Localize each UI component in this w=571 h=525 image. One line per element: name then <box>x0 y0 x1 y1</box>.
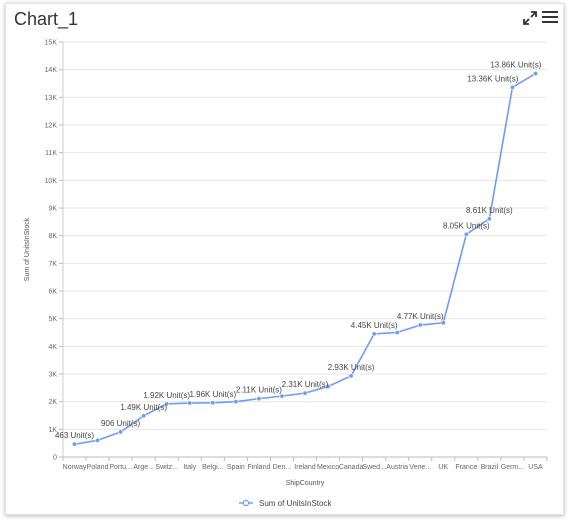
hamburger-menu-icon[interactable] <box>542 9 558 25</box>
data-label: 2.11K Unit(s) <box>236 386 282 395</box>
data-label: 906 Unit(s) <box>101 419 140 428</box>
y-tick-label: 3K <box>48 372 57 379</box>
y-tick-label: 11K <box>45 150 57 157</box>
data-label: 13.36K Unit(s) <box>467 74 518 83</box>
menu-bar-3 <box>542 21 558 23</box>
x-tick-label: Canada <box>339 464 364 471</box>
y-tick-label: 1K <box>48 427 57 434</box>
chart-card: Chart_1 0 1K 2K 3K 4K 5K 6K 7K 8K 9K 10K 11K 12K 13K 1… <box>5 3 564 515</box>
data-point <box>486 216 492 222</box>
x-tick-label: Ireland <box>294 464 316 471</box>
x-tick-label: Swed... <box>362 464 385 471</box>
menu-bar-2 <box>542 16 558 18</box>
y-tick-label: 7K <box>48 261 57 268</box>
line-chart: 0 1K 2K 3K 4K 5K 6K 7K 8K 9K 10K 11K 12K 13K 14K 15K Nor… <box>24 40 548 508</box>
data-point <box>118 429 124 435</box>
x-tick-label: France <box>455 464 477 471</box>
x-tick-label: Mexico <box>317 464 339 471</box>
x-tick-label: Spain <box>227 464 245 471</box>
data-point <box>417 322 423 328</box>
x-tick-label: Italy <box>183 464 196 471</box>
data-label: 1.49K Unit(s) <box>120 403 167 412</box>
x-tick-label: Poland <box>87 464 109 471</box>
data-label: 1.96K Unit(s) <box>189 390 236 399</box>
y-tick-label: 8K <box>48 233 57 240</box>
x-tick-label: Vene... <box>409 464 431 471</box>
data-label: 2.31K Unit(s) <box>282 380 329 389</box>
data-label: 2.93K Unit(s) <box>328 363 375 372</box>
data-point <box>256 396 262 402</box>
data-label: 463 Unit(s) <box>55 431 94 440</box>
data-point <box>279 393 285 399</box>
y-axis-title: Sum of UnitsInStock <box>24 217 31 281</box>
x-tick-label: USA <box>528 464 543 471</box>
x-tick-label: Austria <box>386 464 408 471</box>
data-point <box>440 320 446 326</box>
data-point <box>348 373 354 379</box>
y-tick-label: 12K <box>45 123 58 130</box>
y-tick-label: 2K <box>48 399 57 406</box>
x-axis-title: ShipCountry <box>286 480 325 487</box>
y-tick-label: 4K <box>48 344 57 351</box>
y-tick-label: 10K <box>45 178 58 185</box>
data-point <box>325 383 331 389</box>
data-label: 4.77K Unit(s) <box>397 312 444 321</box>
x-tick-label: Switz... <box>155 464 178 471</box>
x-tick-label: Norway <box>63 464 87 471</box>
menu-bar-1 <box>542 11 558 13</box>
legend-marker-point <box>242 499 250 507</box>
data-point <box>210 400 216 406</box>
data-point <box>371 331 377 337</box>
expand-icon-graphic <box>523 11 537 25</box>
x-tick-label: Finland <box>247 464 270 471</box>
data-point <box>187 400 193 406</box>
y-tick-label: 0 <box>53 455 57 462</box>
x-tick-label: Den... <box>273 464 292 471</box>
y-tick-label: 15K <box>45 40 58 47</box>
data-point <box>394 329 400 335</box>
y-tick-label: 5K <box>48 316 57 323</box>
x-tick-label: Germ... <box>501 464 524 471</box>
y-tick-label: 9K <box>48 206 57 213</box>
y-tick-label: 13K <box>45 95 58 102</box>
y-tick-label: 14K <box>45 67 58 74</box>
data-label: 1.92K Unit(s) <box>143 391 190 400</box>
x-tick-label: Arge... <box>133 464 154 471</box>
data-point <box>463 231 469 237</box>
data-label: 13.86K Unit(s) <box>490 61 541 70</box>
data-point <box>233 399 239 405</box>
x-tick-label: Brazil <box>481 464 499 471</box>
data-label: 8.61K Unit(s) <box>466 206 513 215</box>
x-tick-label: Portu... <box>109 464 132 471</box>
y-tick-label: 6K <box>48 289 57 296</box>
data-point <box>72 441 78 447</box>
x-tick-label: Belgi... <box>202 464 223 471</box>
chart-title: Chart_1 <box>14 9 79 29</box>
legend-label: Sum of UnitsInStock <box>259 499 332 508</box>
data-label: 4.45K Unit(s) <box>351 321 398 330</box>
data-point <box>509 84 515 90</box>
expand-icon[interactable] <box>522 10 538 26</box>
data-point <box>532 71 538 77</box>
data-label: 8.05K Unit(s) <box>443 221 490 230</box>
data-point <box>302 390 308 396</box>
data-point <box>164 401 170 407</box>
x-tick-label: UK <box>438 464 448 471</box>
data-point <box>141 413 147 419</box>
data-point <box>95 437 101 443</box>
